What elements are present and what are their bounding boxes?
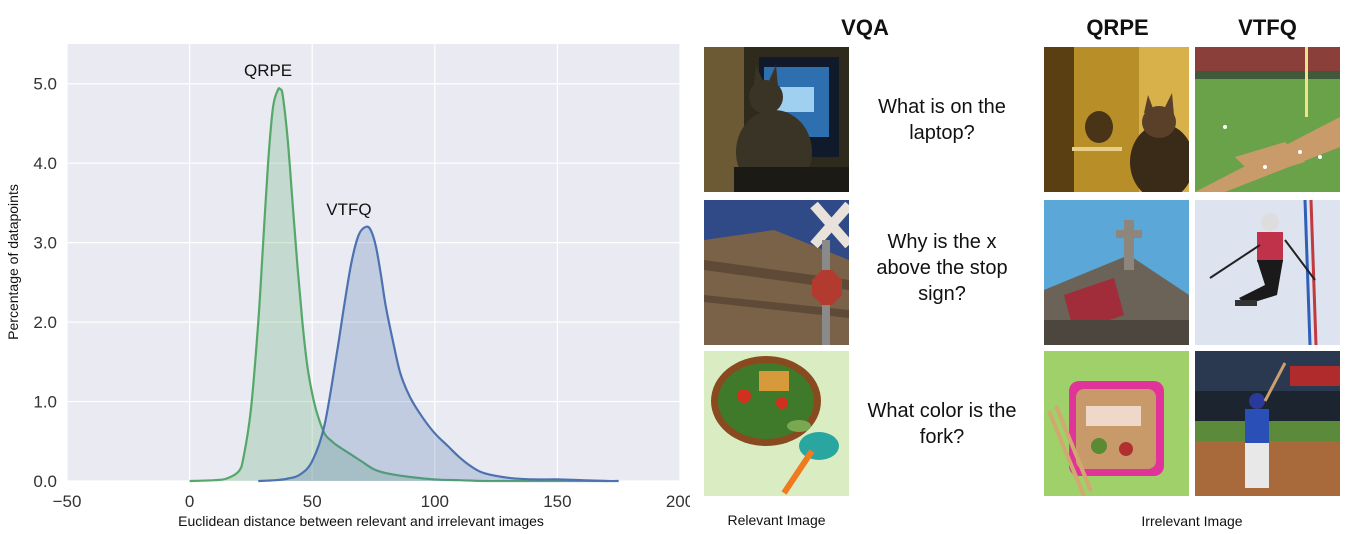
question-3: What color is the fork? [867, 400, 1017, 448]
series-line-qrpe [189, 87, 607, 483]
series-labels: QRPE VTFQ [244, 61, 372, 219]
x-tick-label: −50 [53, 492, 82, 511]
x-tick-labels: −50 0 50 100 150 200 [53, 492, 690, 511]
irrelevant-image-vtfq-batter [1195, 351, 1340, 496]
y-tick-label: 5.0 [33, 75, 57, 94]
y-tick-label: 3.0 [33, 234, 57, 253]
series-area-qrpe [189, 88, 607, 482]
irrelevant-image-qrpe-wrong-way [1044, 200, 1189, 345]
relevant-image-bento-fork [704, 351, 849, 496]
relevant-image-cat-laptop [704, 47, 849, 192]
x-tick-label: 50 [303, 492, 322, 511]
irrelevant-image-vtfq-skier [1195, 200, 1340, 345]
caption-irrelevant-image: Irrelevant Image [1141, 513, 1243, 529]
series-label-qrpe: QRPE [244, 61, 292, 80]
density-chart: −50 0 50 100 150 200 0.0 1.0 2.0 3.0 4.0 5.0 Eucli… [5, 44, 690, 529]
header-qrpe: QRPE [1086, 15, 1149, 40]
x-tick-label: 150 [543, 492, 571, 511]
series-area-vtfq [258, 226, 619, 482]
header-vtfq: VTFQ [1238, 15, 1297, 40]
question-1: What is on the laptop? [878, 96, 1006, 144]
relevant-image-stop-sign [704, 200, 849, 345]
y-tick-label: 1.0 [33, 393, 57, 412]
x-axis-label: Euclidean distance between relevant and … [178, 513, 544, 529]
grid [66, 44, 681, 482]
x-tick-label: 0 [185, 492, 194, 511]
series-line-vtfq [258, 225, 619, 483]
y-tick-label: 0.0 [33, 472, 57, 491]
question-2: Why is the x above the stop sign? [876, 231, 1008, 305]
x-tick-label: 100 [421, 492, 449, 511]
caption-relevant-image: Relevant Image [727, 512, 826, 528]
y-tick-label: 2.0 [33, 313, 57, 332]
header-vqa: VQA [841, 15, 889, 40]
irrelevant-image-qrpe-pink-bento [1044, 351, 1189, 496]
irrelevant-image-qrpe-cat-mirror [1044, 47, 1189, 192]
y-tick-label: 4.0 [33, 154, 57, 173]
x-tick-label: 200 [666, 492, 690, 511]
series-label-vtfq: VTFQ [326, 200, 371, 219]
plot-background [67, 44, 680, 481]
series-layer [189, 87, 619, 483]
y-axis-label: Percentage of datapoints [5, 184, 21, 340]
y-tick-labels: 0.0 1.0 2.0 3.0 4.0 5.0 [33, 75, 57, 491]
irrelevant-image-vtfq-baseball-field [1195, 47, 1340, 192]
